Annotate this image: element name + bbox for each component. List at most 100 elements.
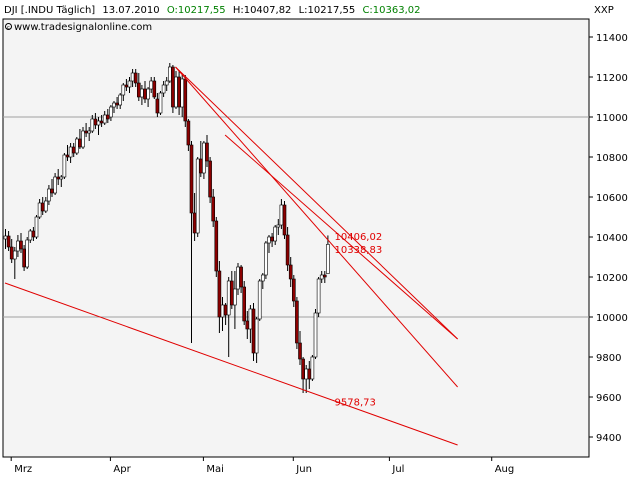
candle-body — [118, 94, 122, 106]
candle — [13, 247, 17, 279]
candle-body — [285, 234, 290, 266]
chart-header: DJI [.INDU Täglich] 13.07.2010 O:10217,5… — [4, 5, 421, 16]
y-tick-label: 9800 — [596, 353, 621, 364]
candle-body — [291, 278, 296, 302]
candle — [276, 219, 281, 235]
candle — [260, 273, 265, 289]
open-label: O:10217,55 — [167, 5, 226, 16]
candle-body — [6, 235, 11, 248]
candle-body — [276, 224, 281, 228]
candle-body — [223, 304, 228, 316]
candle-body — [174, 76, 178, 108]
candle — [233, 271, 237, 329]
candle-body — [34, 216, 39, 238]
x-tick-label: Apr — [113, 464, 131, 475]
candle — [298, 331, 302, 365]
candle — [195, 157, 200, 237]
candle — [158, 91, 163, 115]
candle-body — [282, 204, 287, 236]
exchange-label: XXP — [594, 5, 614, 16]
candle-body — [220, 304, 225, 318]
candle — [322, 271, 327, 283]
candle — [208, 157, 212, 203]
candle-body — [304, 368, 309, 380]
candles — [3, 63, 330, 393]
candle — [133, 69, 138, 87]
candle — [22, 245, 26, 271]
x-axis: Mrz Apr Mai Jun Jul Aug — [10, 457, 514, 475]
candle — [217, 261, 222, 333]
candle-body — [298, 342, 302, 360]
plot-area — [2, 18, 590, 458]
candle — [171, 65, 175, 113]
candle — [205, 135, 209, 167]
candle-body — [140, 88, 144, 98]
candle-body — [236, 266, 240, 290]
candle — [43, 197, 48, 213]
symbol-label: DJI [.INDU Täglich] — [4, 5, 95, 16]
candle-body — [226, 280, 231, 316]
candle — [288, 257, 293, 287]
candle-body — [65, 154, 70, 158]
candle-body — [121, 84, 126, 96]
candle-body — [109, 106, 113, 118]
trend-line — [175, 66, 458, 388]
candle-body — [316, 278, 321, 314]
candle-body — [310, 356, 315, 380]
candle — [118, 93, 122, 109]
candle — [242, 281, 246, 325]
candle — [161, 81, 166, 97]
y-axis: 9400 9600 9800 10000 10200 10400 10600 10800 110… — [589, 33, 628, 444]
x-tick-label: Jun — [295, 464, 312, 475]
candle-body — [192, 212, 197, 234]
candle-body — [106, 114, 110, 120]
candle-body — [68, 146, 73, 158]
candle — [62, 153, 67, 179]
candle-body — [242, 286, 246, 322]
candle-body — [102, 114, 107, 124]
y-tick-label: 11000 — [596, 113, 628, 124]
candle-body — [180, 78, 184, 108]
candle-body — [301, 358, 305, 380]
candle-body — [267, 236, 271, 244]
candle-body — [260, 274, 265, 282]
candle-body — [177, 76, 181, 108]
candle-body — [149, 80, 153, 90]
y-tick-label: 11200 — [596, 73, 628, 84]
y-tick-label: 10400 — [596, 233, 628, 244]
candle-body — [326, 244, 330, 274]
candle — [273, 225, 278, 245]
candle-body — [211, 196, 215, 222]
x-tick-label: Mai — [206, 464, 224, 475]
high-label: H:10407,82 — [233, 5, 292, 16]
candle-body — [295, 300, 299, 344]
candle-body — [50, 188, 54, 194]
candle-body — [59, 176, 64, 180]
candle-body — [161, 84, 166, 94]
trend-line — [175, 66, 458, 340]
candle-body — [214, 220, 219, 272]
candle-body — [313, 312, 318, 358]
candle-body — [127, 80, 132, 88]
candle — [34, 215, 39, 239]
candle-body — [254, 318, 259, 354]
candle-body — [28, 230, 33, 241]
candle — [25, 237, 30, 269]
candle-body — [90, 118, 95, 132]
candle-body — [230, 280, 234, 306]
candle-body — [257, 280, 262, 320]
candle-body — [307, 368, 312, 380]
candle-body — [99, 120, 104, 124]
candle — [239, 265, 243, 293]
candle-body — [16, 240, 20, 252]
trend-line — [4, 282, 458, 446]
candle — [285, 227, 290, 271]
candle-body — [233, 288, 237, 306]
candle-body — [146, 88, 150, 100]
candle — [264, 241, 268, 279]
candle-body — [195, 158, 200, 234]
candle-body — [164, 80, 169, 86]
candle-body — [270, 236, 274, 242]
candle-body — [217, 270, 222, 318]
